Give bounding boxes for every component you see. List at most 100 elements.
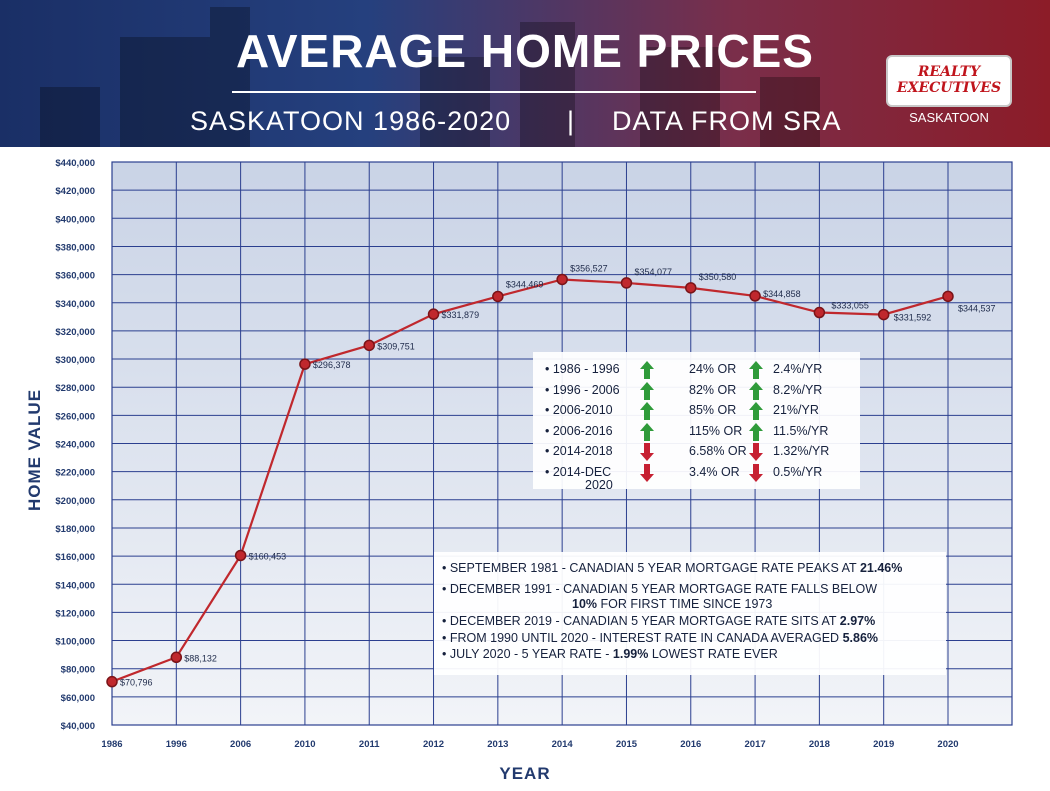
mortgage-fact: • DECEMBER 2019 - CANADIAN 5 YEAR MORTGA… [442,614,876,628]
data-point [813,306,826,319]
x-tick-label: 2017 [745,739,766,750]
data-label: $160,453 [249,551,287,561]
y-tick-label: $60,000 [61,693,95,704]
y-tick-label: $340,000 [55,299,95,310]
growth-total: 85% OR [689,403,737,417]
y-tick-label: $160,000 [55,552,95,563]
data-label: $309,751 [377,341,415,351]
x-tick-label: 2006 [230,739,251,750]
data-point [749,290,761,302]
data-point [877,308,890,321]
subtitle-separator: | [567,106,575,136]
growth-row: • 2014-DEC 2020 3.4% OR 0.5%/YR [533,463,860,492]
logo-line2: EXECUTIVES [896,80,1002,96]
growth-period: • 1986 - 1996 [545,362,620,376]
arrow-up-icon [749,381,763,403]
growth-per-year: 2.4%/YR [773,362,823,376]
logo-city: SASKATOON [909,110,989,125]
brand-logo: REALTY EXECUTIVES [886,55,1012,107]
arrow-up-icon [749,402,763,423]
data-label: $331,592 [894,313,932,323]
growth-period: • 2014-2018 [545,444,613,458]
growth-total: 3.4% OR [689,464,740,479]
data-label: $344,469 [506,279,544,289]
data-label: $354,077 [634,267,672,277]
data-point [427,308,440,320]
skyline-building [40,87,100,147]
y-tick-label: $220,000 [55,468,95,479]
y-tick-label: $380,000 [55,242,95,253]
page-title: AVERAGE HOME PRICES [236,25,814,77]
growth-per-year: 0.5%/YR [773,464,823,479]
growth-summary-box: • 1986 - 1996 24% OR 2.4%/YR • 1996 - 2006 8… [533,352,860,492]
y-tick-label: $140,000 [55,580,95,591]
data-label: $356,527 [570,263,608,273]
y-tick-label: $320,000 [55,327,95,338]
mortgage-fact: • DECEMBER 1991 - CANADIAN 5 YEAR MORTGA… [442,582,878,596]
arrow-up-icon [640,422,654,444]
data-point [170,651,183,664]
growth-per-year: 11.5%/YR [773,423,829,438]
x-axis-label: YEAR [499,764,551,783]
x-tick-label: 2010 [294,739,315,750]
arrow-up-icon [640,381,654,403]
growth-total: 115% OR [689,423,743,438]
growth-total: 24% OR [689,362,737,376]
growth-per-year: 8.2%/YR [773,382,823,397]
skyline-building [210,7,250,147]
data-label: $331,879 [442,310,480,320]
y-tick-label: $420,000 [55,186,95,197]
arrow-down-icon [749,443,763,464]
data-point [363,339,375,352]
data-label: $88,132 [184,653,217,663]
header-banner: AVERAGE HOME PRICES SASKATOON 1986-2020 … [0,0,1050,147]
growth-row: • 2006-2016 115% OR 11.5%/YR [533,422,860,442]
title-divider [232,91,756,93]
x-tick-label: 2019 [873,739,894,750]
y-tick-label: $120,000 [55,608,95,619]
mortgage-fact: • FROM 1990 UNTIL 2020 - INTEREST RATE I… [442,631,879,645]
page-subtitle: SASKATOON 1986-2020 [190,106,512,136]
data-point [942,290,954,303]
arrow-down-icon [640,443,654,464]
data-label: $70,796 [120,678,153,688]
logo-line1: REALTY [917,64,981,80]
growth-period: • 2006-2010 [545,403,613,417]
growth-total: 82% OR [689,382,737,397]
arrow-up-icon [749,422,763,444]
x-tick-label: 2014 [552,739,574,750]
y-tick-label: $260,000 [55,411,95,422]
y-tick-label: $280,000 [55,383,95,394]
y-tick-label: $200,000 [55,496,95,507]
x-tick-label: 1996 [166,739,187,750]
arrow-up-icon [640,402,654,423]
growth-period: • 2014-DEC [545,464,612,479]
y-tick-label: $40,000 [61,721,95,732]
data-point [106,675,118,688]
data-point [299,358,311,370]
y-tick-label: $240,000 [55,440,95,451]
x-tick-label: 1986 [101,739,122,750]
mortgage-fact: 10% FOR FIRST TIME SINCE 1973 [572,597,773,611]
skyline-building [420,57,490,147]
skyline-building [520,22,575,147]
mortgage-facts-box: • SEPTEMBER 1981 - CANADIAN 5 YEAR MORTG… [434,552,946,675]
data-label: $344,537 [958,303,996,313]
mortgage-fact: • SEPTEMBER 1981 - CANADIAN 5 YEAR MORTG… [442,561,903,575]
growth-row: • 1996 - 2006 82% OR 8.2%/YR [533,381,860,401]
arrow-down-icon [749,463,763,485]
growth-per-year: 21%/YR [773,403,819,417]
data-label: $344,858 [763,289,801,299]
y-axis-label: HOME VALUE [25,388,44,512]
arrow-up-icon [749,361,763,382]
y-tick-label: $440,000 [55,158,95,169]
growth-per-year: 1.32%/YR [773,444,830,458]
y-tick-label: $400,000 [55,214,95,225]
growth-period: • 2006-2016 [545,423,613,438]
x-tick-label: 2015 [616,739,638,750]
data-label: $350,580 [699,272,737,282]
growth-total: 6.58% OR [689,444,747,458]
growth-period: • 1996 - 2006 [545,382,620,397]
series-line [111,278,949,683]
growth-period-line2: 2020 [585,477,613,492]
